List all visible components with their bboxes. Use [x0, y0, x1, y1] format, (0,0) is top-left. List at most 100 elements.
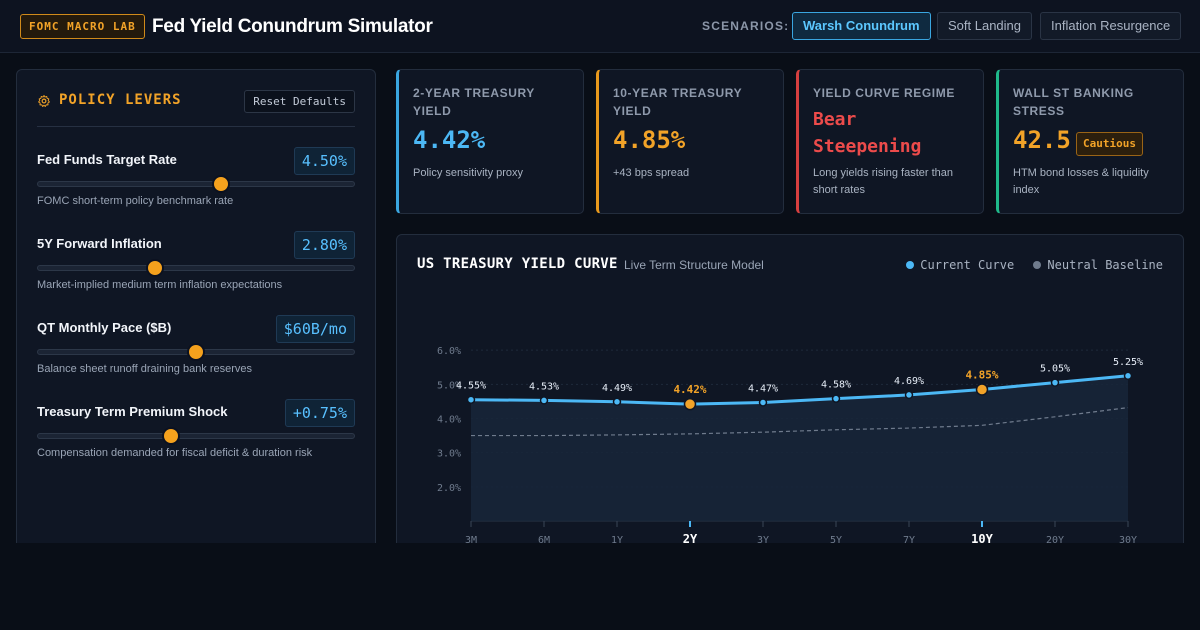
x-tick-label: 6M — [538, 535, 550, 546]
policy-levers-title: POLICY LEVERS — [59, 92, 182, 108]
y-tick-label: 2.0% — [437, 483, 461, 494]
neutral-baseline-line — [471, 406, 1129, 437]
x-tick-label: 5Y — [830, 535, 842, 546]
x-tick-label: 7Y — [903, 535, 915, 546]
kpi-value: Bear Steepening — [813, 109, 922, 157]
data-point — [975, 383, 989, 396]
status-badge: Cautious — [1076, 132, 1143, 156]
kpi-value: 42.5 — [1013, 126, 1071, 154]
y-tick-label: 3.0% — [437, 449, 461, 460]
scenarios-label: SCENARIOS: — [702, 19, 790, 33]
slider-thumb[interactable] — [145, 259, 164, 277]
data-label: 4.58% — [821, 380, 851, 391]
legend-item-baseline: Neutral Baseline — [1033, 258, 1163, 272]
data-label: 4.69% — [894, 376, 924, 387]
legend-dot — [906, 261, 915, 269]
kpi-card-curve-regime: YIELD CURVE REGIME Bear Steepening Long … — [796, 69, 984, 214]
lever-term-premium: Treasury Term Premium Shock +0.75% Compe… — [37, 399, 355, 469]
x-tick-label: 2Y — [683, 532, 698, 546]
data-label: 4.85% — [965, 368, 998, 381]
data-point — [539, 396, 549, 405]
slider-thumb[interactable] — [161, 427, 180, 445]
x-tick-label: 10Y — [971, 532, 993, 546]
slider-thumb[interactable] — [212, 175, 231, 193]
brand-badge: FOMC MACRO LAB — [20, 14, 145, 39]
data-label: 5.05% — [1040, 364, 1070, 375]
lever-description: Balance sheet runoff draining bank reser… — [37, 363, 253, 375]
lever-value: 4.50% — [293, 147, 355, 175]
current-curve-line — [470, 374, 1129, 406]
lever-label: Fed Funds Target Rate — [37, 152, 177, 167]
viewport-cutoff — [0, 543, 1200, 630]
chart-legend: Current Curve Neutral Baseline — [894, 258, 1163, 272]
kpi-label: 10-YEAR TREASURY YIELD — [613, 86, 742, 118]
x-tick-label: 30Y — [1119, 535, 1137, 546]
kpi-card-10y-yield: 10-YEAR TREASURY YIELD 4.85% +43 bps spr… — [596, 69, 784, 214]
data-label: 5.25% — [1113, 357, 1143, 368]
kpi-subtext: Long yields rising faster than short rat… — [813, 167, 954, 196]
data-label: 4.49% — [602, 383, 632, 394]
slider-track[interactable] — [37, 259, 355, 277]
reset-defaults-button[interactable]: Reset Defaults — [244, 90, 355, 113]
data-label: 4.42% — [673, 383, 706, 396]
kpi-label: WALL ST BANKING STRESS — [1013, 86, 1134, 118]
y-tick-label: 4.0% — [437, 415, 461, 426]
scenario-soft-landing-button[interactable]: Soft Landing — [937, 12, 1033, 40]
slider-thumb[interactable] — [187, 343, 205, 361]
legend-item-current: Current Curve — [906, 258, 1014, 272]
lever-description: Compensation demanded for fiscal deficit… — [37, 447, 313, 459]
chart-title: US TREASURY YIELD CURVE — [417, 256, 618, 272]
data-label: 4.47% — [748, 383, 778, 394]
lever-fed-funds: Fed Funds Target Rate 4.50% FOMC short-t… — [37, 147, 355, 217]
policy-levers-panel: POLICY LEVERS Reset Defaults Fed Funds T… — [16, 69, 376, 569]
kpi-card-banking-stress: WALL ST BANKING STRESS 42.5 Cautious HTM… — [996, 69, 1184, 214]
data-label: 4.53% — [529, 381, 559, 392]
data-label: 4.55% — [456, 381, 486, 392]
x-tick-label: 1Y — [611, 535, 623, 546]
x-tick-label: 3M — [465, 535, 477, 546]
legend-label: Current Curve — [920, 258, 1015, 272]
lever-qt-pace: QT Monthly Pace ($B) $60B/mo Balance she… — [37, 315, 355, 385]
data-point — [612, 397, 622, 407]
data-point — [1050, 378, 1060, 387]
kpi-subtext: HTM bond losses & liquidity index — [1013, 167, 1149, 196]
gear-icon — [38, 94, 50, 107]
scenario-inflation-resurgence-button[interactable]: Inflation Resurgence — [1040, 12, 1182, 40]
lever-value: 2.80% — [293, 231, 355, 259]
kpi-label: YIELD CURVE REGIME — [813, 86, 955, 100]
slider-track[interactable] — [37, 343, 355, 361]
kpi-card-2y-yield: 2-YEAR TREASURY YIELD 4.42% Policy sensi… — [396, 69, 584, 214]
x-tick-label: 20Y — [1046, 535, 1064, 546]
kpi-value: 4.85% — [613, 126, 686, 154]
slider-track[interactable] — [37, 427, 355, 445]
lever-label: 5Y Forward Inflation — [37, 236, 162, 251]
legend-dot — [1033, 261, 1042, 269]
yield-curve-chart-panel: 2.0% 3.0% 4.0% 5.0% 6.0% 3M 6M 1Y 2Y 3Y 5Y 7Y 10Y 20Y… — [396, 234, 1184, 574]
lever-value: $60B/mo — [275, 315, 355, 343]
y-tick-label: 6.0% — [437, 346, 461, 357]
lever-label: QT Monthly Pace ($B) — [37, 320, 172, 335]
legend-label: Neutral Baseline — [1047, 258, 1163, 272]
data-point — [1123, 371, 1133, 381]
lever-description: FOMC short-term policy benchmark rate — [37, 195, 234, 207]
y-tick-label: 5.0% — [437, 380, 461, 391]
lever-forward-inflation: 5Y Forward Inflation 2.80% Market-implie… — [37, 231, 355, 301]
divider — [37, 126, 355, 127]
kpi-label: 2-YEAR TREASURY YIELD — [413, 86, 535, 118]
data-point — [831, 394, 841, 403]
scenario-warsh-conundrum-button[interactable]: Warsh Conundrum — [792, 12, 931, 40]
app-title: Fed Yield Conundrum Simulator — [152, 16, 433, 37]
data-point — [758, 398, 768, 407]
data-point — [904, 390, 914, 400]
data-point — [683, 397, 697, 411]
kpi-subtext: Policy sensitivity proxy — [413, 167, 524, 179]
data-point — [466, 395, 476, 404]
kpi-subtext: +43 bps spread — [613, 167, 690, 179]
kpi-value: 4.42% — [413, 126, 486, 154]
current-curve-area — [471, 375, 1128, 521]
x-tick-label: 3Y — [757, 535, 769, 546]
yield-curve-chart: 2.0% 3.0% 4.0% 5.0% 6.0% 3M 6M 1Y 2Y 3Y 5Y 7Y 10Y 20Y… — [437, 346, 1143, 546]
top-bar: FOMC MACRO LAB Fed Yield Conundrum Simul… — [0, 0, 1200, 53]
lever-label: Treasury Term Premium Shock — [37, 404, 228, 419]
slider-track[interactable] — [37, 175, 355, 193]
